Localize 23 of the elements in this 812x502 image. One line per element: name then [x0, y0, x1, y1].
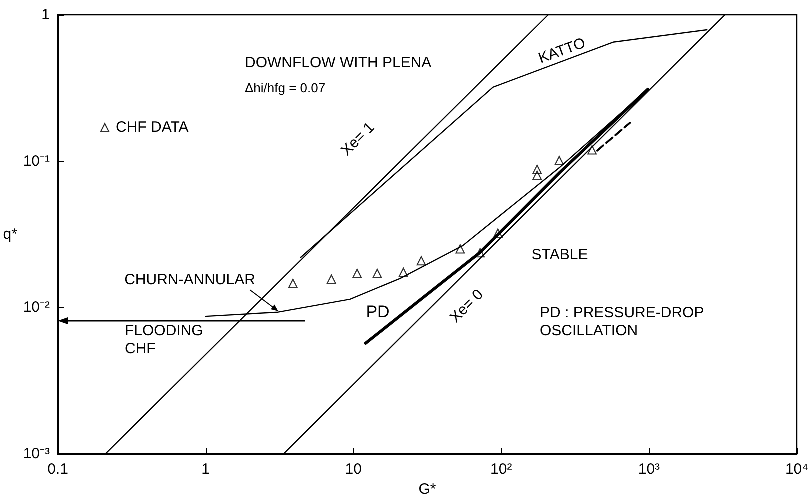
- annotation: Xe= 1: [338, 119, 378, 160]
- y-tick-label: 1: [42, 6, 50, 24]
- y-axis-title: q*: [3, 226, 18, 244]
- x-tick-label: 10³: [638, 461, 660, 478]
- annotation: CHURN-ANNULAR: [124, 272, 256, 288]
- x-tick-label: 10⁴: [785, 461, 809, 478]
- x-tick-label: 1: [202, 461, 210, 478]
- annotation: PD : PRESSURE-DROP OSCILLATION: [540, 304, 704, 340]
- annotation: KATTO: [536, 34, 588, 68]
- annotation: FLOODING CHF: [125, 322, 204, 358]
- x-tick-label: 0.1: [48, 461, 68, 478]
- x-tick-label: 10²: [490, 461, 512, 478]
- x-axis-title: G*: [418, 481, 436, 498]
- annotation: Δhi/hfg = 0.07: [245, 80, 326, 96]
- legend-label: CHF DATA: [116, 119, 189, 136]
- y-tick-label: 10⁻³: [23, 446, 50, 463]
- y-tick-label: 10⁻¹: [23, 152, 50, 170]
- annotation: DOWNFLOW WITH PLENA: [245, 54, 432, 72]
- annotation: Xe= 0: [446, 286, 487, 326]
- annotation: STABLE: [532, 246, 588, 264]
- y-tick-label: 10⁻²: [23, 299, 50, 316]
- x-tick-label: 10: [345, 461, 362, 478]
- annotation: PD: [366, 302, 390, 322]
